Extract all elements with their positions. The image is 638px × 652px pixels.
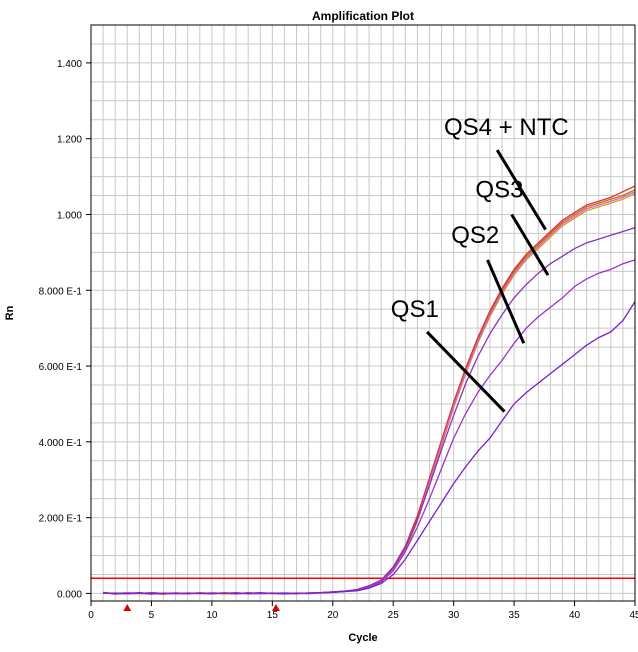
x-tick-label: 40 <box>569 610 581 621</box>
x-tick-label: 25 <box>388 610 400 621</box>
y-tick-label: 1.400 <box>57 59 82 70</box>
y-tick-label: 8.000 E-1 <box>39 286 83 297</box>
annotation-pointer-qs3 <box>510 213 550 276</box>
annotation-pointer-qs2 <box>486 259 526 344</box>
x-tick-label: 10 <box>206 610 218 621</box>
annotation-label-qs1: QS1 <box>391 296 439 323</box>
annotation-label-qs2: QS2 <box>451 222 499 249</box>
annotation-pointer-qs1 <box>425 330 506 413</box>
grid-layer <box>90 24 636 601</box>
y-tick-label: 2.000 E-1 <box>39 514 83 525</box>
x-tick-label: 15 <box>267 610 279 621</box>
x-tick-label: 45 <box>629 610 638 621</box>
chart-title: Amplification Plot <box>312 9 414 23</box>
plot-frame <box>90 24 636 602</box>
x-tick-label: 0 <box>88 610 94 621</box>
annotation-label-qs3: QS3 <box>475 176 523 203</box>
series-line-7 <box>103 301 636 595</box>
x-tick-label: 30 <box>448 610 460 621</box>
annotation-layer: QS4 + NTC QS3 QS2 QS1 <box>391 114 569 413</box>
y-axis-title: Rn <box>4 305 16 320</box>
axis-layer: 0 5 10 15 20 25 30 35 40 45 0.000 2.000 E-1 4.000 E-… <box>39 59 638 621</box>
frame-layer <box>90 24 636 602</box>
annotation-pointer-qs4-ntc <box>495 149 547 231</box>
y-tick-label: 4.000 E-1 <box>39 438 83 449</box>
plot-area <box>91 25 635 601</box>
baseline-marker[interactable] <box>271 604 280 611</box>
y-tick-label: 0.000 <box>57 589 82 600</box>
y-tick-label: 1.200 <box>57 135 82 146</box>
annotation-label-qs4-ntc: QS4 + NTC <box>444 114 569 141</box>
series-layer <box>102 185 636 595</box>
baseline-marker[interactable] <box>123 604 132 611</box>
y-tick-label: 1.000 <box>57 210 82 221</box>
x-tick-label: 20 <box>327 610 339 621</box>
x-axis-title: Cycle <box>348 632 377 644</box>
x-tick-label: 35 <box>509 610 521 621</box>
y-tick-label: 6.000 E-1 <box>39 362 83 373</box>
x-tick-label: 5 <box>149 610 155 621</box>
